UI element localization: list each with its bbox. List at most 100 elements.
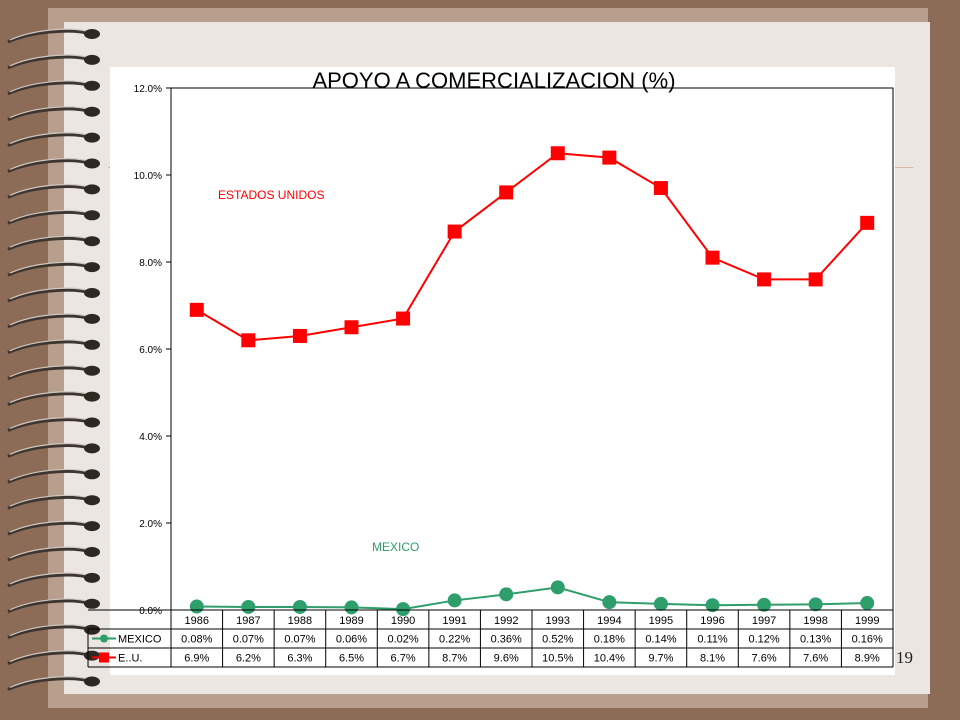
spiral-binding-icon [7,28,100,691]
spiral-hole-icon [84,443,100,454]
table-cell-value: 8.1% [700,653,725,665]
x-tick-label: 1990 [391,615,415,627]
spiral-ring-highlight-icon [9,468,91,481]
data-point-mexico [292,599,307,614]
data-point-us [653,181,668,196]
data-point-mexico [447,593,462,608]
spiral-ring-highlight-icon [9,650,91,663]
x-tick-label: 1987 [236,615,260,627]
spiral-ring-highlight-icon [9,598,91,611]
spiral-hole-icon [84,184,100,195]
legend-label: MEXICO [118,634,162,646]
table-cell-value: 9.7% [648,653,673,665]
spiral-ring-highlight-icon [9,235,91,248]
data-table: 1986 1987 1988 1989 1990 1991 1992 1993 1994 1995… [87,609,894,668]
y-tick-label: 6.0% [139,345,162,356]
x-tick-label: 1989 [339,615,363,627]
spiral-ring-highlight-icon [9,442,91,455]
spiral-ring-highlight-icon [9,313,91,326]
table-cell-value: 7.6% [803,653,828,665]
table-cell-value: 0.02% [387,634,418,646]
spiral-ring-highlight-icon [9,546,91,559]
spiral-hole-icon [84,236,100,247]
spiral-ring-highlight-icon [9,494,91,507]
data-point-mexico [241,599,256,614]
x-tick-label: 1999 [855,615,879,627]
legend-label: E..U. [118,653,142,665]
table-cell-value: 0.08% [181,634,212,646]
spiral-ring-highlight-icon [9,183,91,196]
table-cell-value: 6.2% [236,653,261,665]
data-point-us [292,328,307,343]
legend-marker-us [99,652,109,663]
x-tick-label: 1994 [597,615,621,627]
data-point-mexico [396,602,411,617]
data-point-us [189,302,204,317]
spiral-hole-icon [84,210,100,221]
y-tick-label: 10.0% [134,171,162,182]
spiral-hole-icon [84,54,100,65]
data-point-mexico [808,597,823,612]
table-cell-value: 0.22% [439,634,470,646]
spiral-ring-highlight-icon [9,54,91,67]
spiral-hole-icon [84,676,100,687]
spiral-ring-highlight-icon [9,106,91,119]
x-tick-label: 1988 [288,615,312,627]
spiral-ring-highlight-icon [9,365,91,378]
series-label-us: ESTADOS UNIDOS [218,188,324,202]
x-tick-label: 1993 [546,615,570,627]
chart-axes: 0.0% 2.0% 4.0% 6.0% 8.0% 10.0% 12.0% [134,84,894,617]
series-line-us [196,152,868,342]
data-point-mexico [189,599,204,614]
table-cell-value: 7.6% [752,653,777,665]
data-point-mexico [860,596,875,611]
spiral-hole-icon [84,365,100,376]
x-tick-label: 1998 [803,615,827,627]
spiral-hole-icon [84,313,100,324]
series-layer: ESTADOS UNIDOS MEXICO [189,146,875,617]
table-cell-value: 0.16% [852,634,883,646]
spiral-hole-icon [84,106,100,117]
table-cell-value: 0.36% [491,634,522,646]
chart-area [110,67,895,675]
table-cell-value: 0.06% [336,634,367,646]
table-cell-value: 0.13% [800,634,831,646]
table-cell-value: 0.12% [748,634,779,646]
spiral-hole-icon [84,158,100,169]
table-cell-value: 10.4% [594,653,625,665]
plot-frame [170,87,894,611]
data-point-mexico [705,598,720,613]
spiral-ring-highlight-icon [9,339,91,352]
spiral-hole-icon [84,469,100,480]
spiral-hole-icon [84,288,100,298]
data-point-mexico [653,596,668,611]
series-line-mexico [196,586,868,611]
slide-number: 19 [896,648,913,667]
data-point-us [396,311,411,326]
table-cell-value: 0.14% [645,634,676,646]
table-cell-value: 8.9% [855,653,880,665]
spiral-hole-icon [84,547,100,557]
x-tick-label: 1997 [752,615,776,627]
spiral-ring-highlight-icon [9,417,91,430]
table-cell-value: 9.6% [494,653,519,665]
spiral-hole-icon [84,132,100,143]
data-point-mexico [550,580,565,595]
spiral-hole-icon [84,80,100,91]
spiral-ring-highlight-icon [9,80,91,93]
spiral-hole-icon [84,521,100,532]
table-cell-value: 0.07% [233,634,264,646]
table-cell-value: 0.52% [542,634,573,646]
table-cell-value: 0.18% [594,634,625,646]
y-tick-label: 0.0% [139,606,162,617]
data-point-mexico [344,600,359,615]
spiral-hole-icon [84,262,100,273]
spiral-hole-icon [84,29,100,39]
table-cell-value: 8.7% [442,653,467,665]
data-point-us [499,185,514,200]
spiral-ring-highlight-icon [9,132,91,145]
data-point-mexico [602,595,617,610]
data-point-us [550,146,565,161]
data-point-mexico [499,587,514,602]
